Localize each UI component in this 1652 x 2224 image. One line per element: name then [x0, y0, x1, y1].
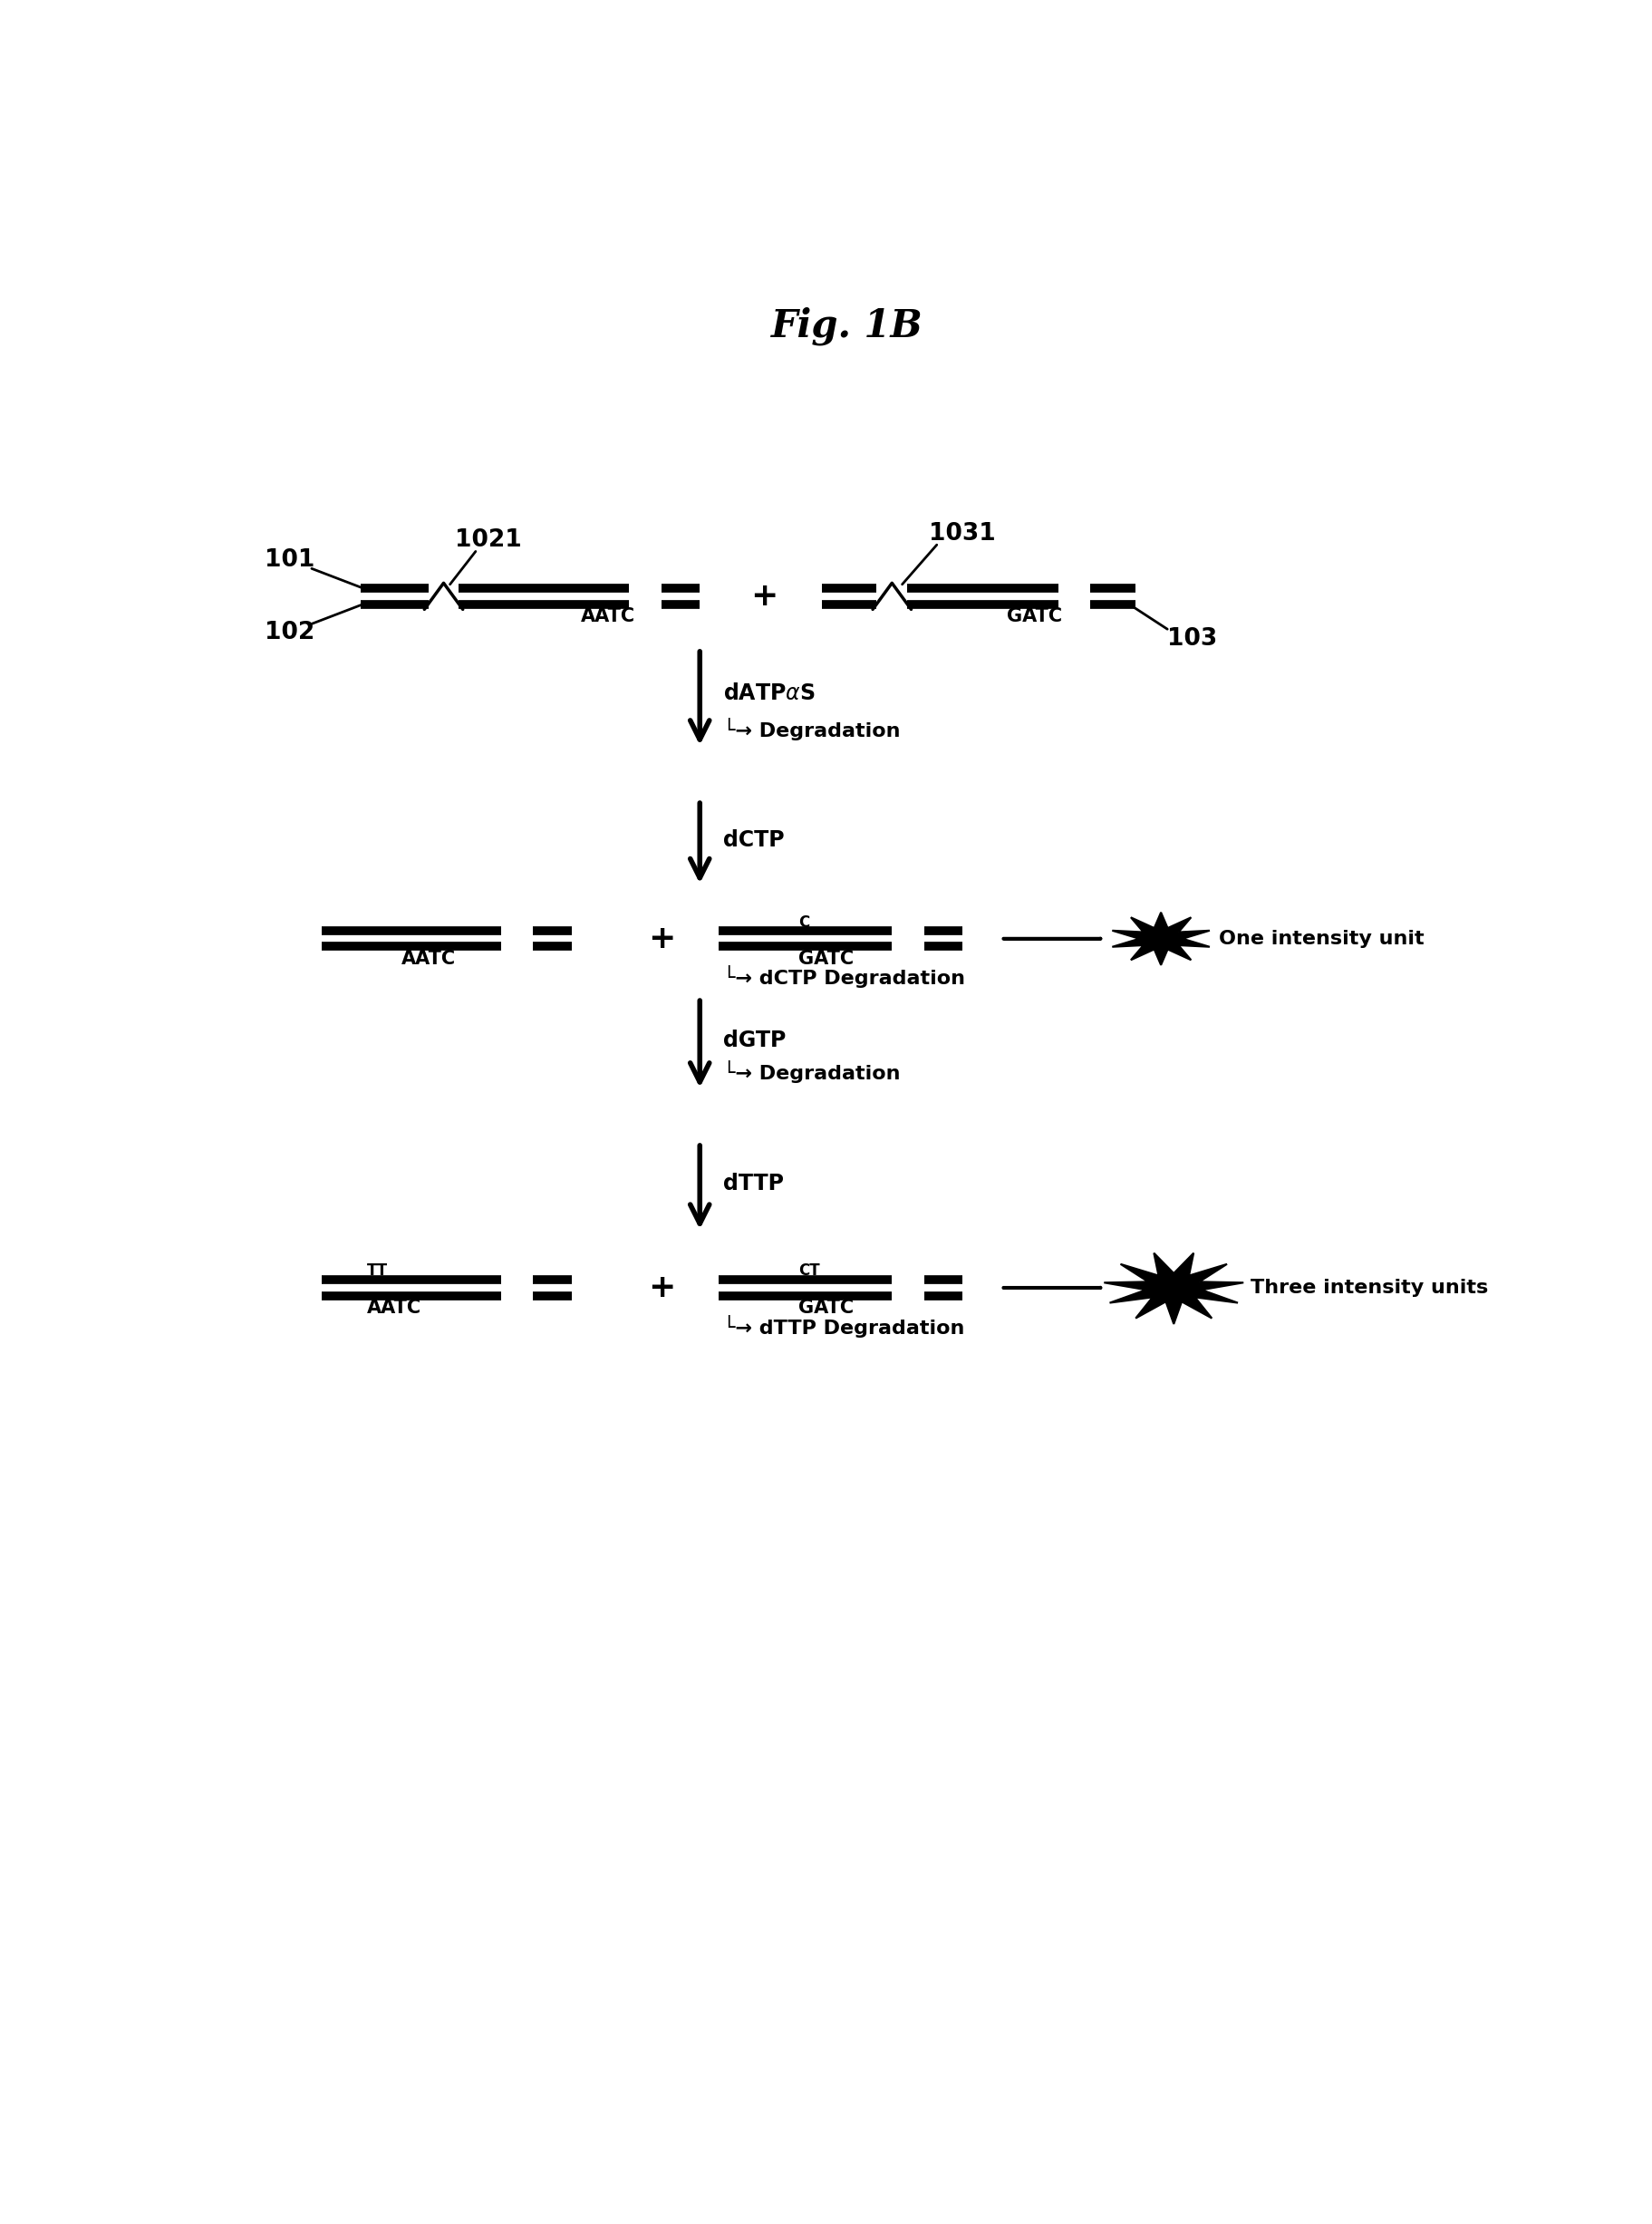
Text: GATC: GATC: [798, 1299, 854, 1317]
Text: dGTP: dGTP: [722, 1030, 785, 1052]
Text: └→ Degradation: └→ Degradation: [722, 718, 900, 741]
Text: 103: 103: [1166, 627, 1218, 652]
Text: 1021: 1021: [454, 529, 522, 552]
Polygon shape: [1104, 1252, 1242, 1323]
Text: AATC: AATC: [580, 607, 634, 625]
Text: AATC: AATC: [367, 1299, 421, 1317]
Text: dCTP: dCTP: [722, 830, 783, 852]
Text: TT: TT: [367, 1263, 388, 1279]
Text: GATC: GATC: [798, 950, 854, 967]
Text: GATC: GATC: [1006, 607, 1062, 625]
Text: Three intensity units: Three intensity units: [1251, 1279, 1487, 1297]
Text: 101: 101: [264, 547, 314, 572]
Text: CT: CT: [798, 1263, 819, 1279]
Text: └→ dCTP Degradation: └→ dCTP Degradation: [722, 965, 965, 987]
Text: └→ Degradation: └→ Degradation: [722, 1061, 900, 1083]
Text: One intensity unit: One intensity unit: [1218, 930, 1422, 947]
Text: 1031: 1031: [928, 523, 995, 545]
Text: +: +: [648, 1272, 674, 1303]
Text: C: C: [798, 914, 809, 930]
Text: +: +: [648, 923, 674, 954]
Text: Fig. 1B: Fig. 1B: [771, 307, 922, 345]
Polygon shape: [1112, 912, 1209, 965]
Text: 102: 102: [264, 620, 314, 645]
Text: +: +: [750, 580, 776, 612]
Text: dTTP: dTTP: [722, 1174, 783, 1194]
Text: dATP$\alpha$S: dATP$\alpha$S: [722, 683, 814, 705]
Text: AATC: AATC: [401, 950, 456, 967]
Text: └→ dTTP Degradation: └→ dTTP Degradation: [722, 1314, 963, 1337]
